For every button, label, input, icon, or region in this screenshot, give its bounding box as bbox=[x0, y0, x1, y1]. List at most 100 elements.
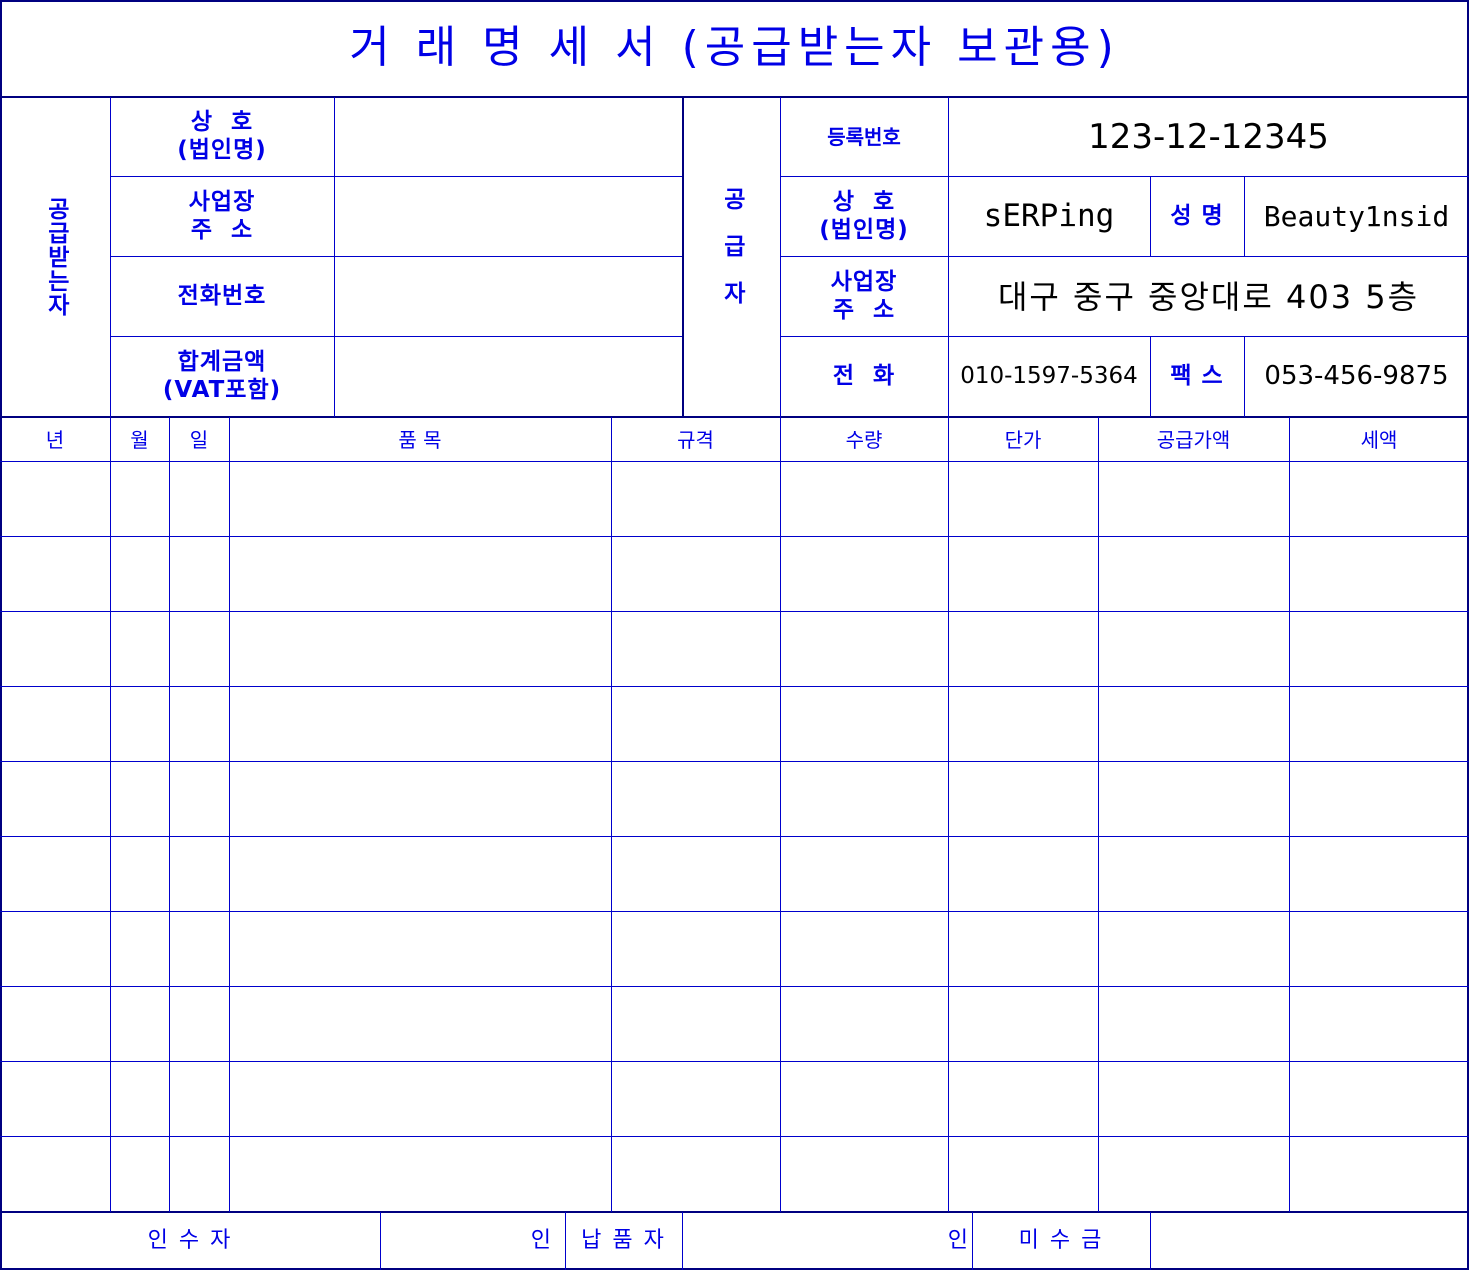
items-cell[interactable] bbox=[229, 1062, 611, 1137]
items-cell[interactable] bbox=[780, 687, 948, 762]
items-cell[interactable] bbox=[948, 687, 1098, 762]
unpaid-value[interactable] bbox=[1150, 1212, 1469, 1270]
items-cell[interactable] bbox=[1289, 612, 1469, 687]
items-cell[interactable] bbox=[1098, 687, 1289, 762]
items-cell[interactable] bbox=[229, 537, 611, 612]
items-cell[interactable] bbox=[780, 987, 948, 1062]
items-cell[interactable] bbox=[611, 462, 780, 537]
items-cell[interactable] bbox=[110, 612, 169, 687]
items-cell[interactable] bbox=[169, 537, 229, 612]
items-cell[interactable] bbox=[1289, 912, 1469, 987]
items-cell[interactable] bbox=[611, 687, 780, 762]
items-cell[interactable] bbox=[229, 687, 611, 762]
items-cell[interactable] bbox=[0, 687, 110, 762]
items-cell[interactable] bbox=[110, 987, 169, 1062]
items-cell[interactable] bbox=[611, 837, 780, 912]
items-cell[interactable] bbox=[780, 912, 948, 987]
items-cell[interactable] bbox=[0, 987, 110, 1062]
deliverer-seal-box[interactable]: 인 bbox=[682, 1212, 972, 1270]
items-cell[interactable] bbox=[611, 1062, 780, 1137]
supplier-phone-value[interactable]: 010-1597-5364 bbox=[960, 363, 1138, 390]
supplier-reg-value[interactable]: 123-12-12345 bbox=[1088, 116, 1329, 157]
items-cell[interactable] bbox=[1289, 837, 1469, 912]
items-cell[interactable] bbox=[1289, 987, 1469, 1062]
items-cell[interactable] bbox=[611, 1137, 780, 1212]
items-cell[interactable] bbox=[0, 1062, 110, 1137]
supplier-company-value[interactable]: sERPing bbox=[983, 198, 1115, 235]
items-cell[interactable] bbox=[110, 912, 169, 987]
items-cell[interactable] bbox=[169, 1137, 229, 1212]
items-cell[interactable] bbox=[110, 1137, 169, 1212]
items-cell[interactable] bbox=[780, 1137, 948, 1212]
items-cell[interactable] bbox=[780, 762, 948, 837]
items-cell[interactable] bbox=[229, 612, 611, 687]
items-cell[interactable] bbox=[948, 762, 1098, 837]
items-cell[interactable] bbox=[110, 537, 169, 612]
items-cell[interactable] bbox=[1098, 612, 1289, 687]
items-cell[interactable] bbox=[169, 762, 229, 837]
items-cell[interactable] bbox=[948, 1062, 1098, 1137]
items-cell[interactable] bbox=[948, 537, 1098, 612]
items-cell[interactable] bbox=[948, 612, 1098, 687]
items-cell[interactable] bbox=[1098, 1062, 1289, 1137]
items-cell[interactable] bbox=[948, 912, 1098, 987]
items-cell[interactable] bbox=[1289, 462, 1469, 537]
items-cell[interactable] bbox=[169, 1062, 229, 1137]
buyer-company-value[interactable] bbox=[334, 97, 682, 177]
items-cell[interactable] bbox=[0, 462, 110, 537]
items-cell[interactable] bbox=[780, 612, 948, 687]
items-cell[interactable] bbox=[169, 687, 229, 762]
items-cell[interactable] bbox=[169, 612, 229, 687]
items-cell[interactable] bbox=[0, 762, 110, 837]
items-cell[interactable] bbox=[948, 837, 1098, 912]
items-cell[interactable] bbox=[229, 462, 611, 537]
receiver-seal-box[interactable]: 인 bbox=[380, 1212, 565, 1270]
buyer-phone-value[interactable] bbox=[334, 257, 682, 337]
items-cell[interactable] bbox=[1098, 837, 1289, 912]
items-cell[interactable] bbox=[1098, 987, 1289, 1062]
items-cell[interactable] bbox=[229, 762, 611, 837]
items-cell[interactable] bbox=[948, 462, 1098, 537]
items-cell[interactable] bbox=[1098, 537, 1289, 612]
items-cell[interactable] bbox=[780, 837, 948, 912]
items-cell[interactable] bbox=[169, 987, 229, 1062]
items-cell[interactable] bbox=[780, 462, 948, 537]
items-cell[interactable] bbox=[611, 762, 780, 837]
items-cell[interactable] bbox=[611, 612, 780, 687]
items-cell[interactable] bbox=[1289, 762, 1469, 837]
items-cell[interactable] bbox=[1289, 1062, 1469, 1137]
items-cell[interactable] bbox=[0, 1137, 110, 1212]
items-cell[interactable] bbox=[229, 1137, 611, 1212]
supplier-address-value[interactable]: 대구 중구 중앙대로 403 5층 bbox=[997, 277, 1420, 316]
items-cell[interactable] bbox=[1289, 537, 1469, 612]
items-cell[interactable] bbox=[110, 837, 169, 912]
items-cell[interactable] bbox=[229, 837, 611, 912]
items-cell[interactable] bbox=[169, 462, 229, 537]
items-cell[interactable] bbox=[948, 1137, 1098, 1212]
items-cell[interactable] bbox=[611, 537, 780, 612]
items-cell[interactable] bbox=[1098, 462, 1289, 537]
items-cell[interactable] bbox=[1098, 762, 1289, 837]
items-cell[interactable] bbox=[1098, 912, 1289, 987]
items-cell[interactable] bbox=[110, 762, 169, 837]
items-cell[interactable] bbox=[229, 912, 611, 987]
items-cell[interactable] bbox=[0, 612, 110, 687]
buyer-address-value[interactable] bbox=[334, 177, 682, 257]
items-cell[interactable] bbox=[0, 837, 110, 912]
items-cell[interactable] bbox=[780, 537, 948, 612]
items-cell[interactable] bbox=[0, 537, 110, 612]
buyer-total-value[interactable] bbox=[334, 337, 682, 417]
items-cell[interactable] bbox=[780, 1062, 948, 1137]
items-cell[interactable] bbox=[110, 462, 169, 537]
items-cell[interactable] bbox=[110, 687, 169, 762]
items-cell[interactable] bbox=[169, 912, 229, 987]
items-cell[interactable] bbox=[229, 987, 611, 1062]
items-cell[interactable] bbox=[110, 1062, 169, 1137]
items-cell[interactable] bbox=[611, 912, 780, 987]
items-cell[interactable] bbox=[611, 987, 780, 1062]
items-cell[interactable] bbox=[169, 837, 229, 912]
items-cell[interactable] bbox=[948, 987, 1098, 1062]
items-cell[interactable] bbox=[1289, 687, 1469, 762]
supplier-name-value[interactable]: Beauty1nsid bbox=[1263, 200, 1450, 234]
supplier-fax-value[interactable]: 053-456-9875 bbox=[1264, 361, 1449, 392]
